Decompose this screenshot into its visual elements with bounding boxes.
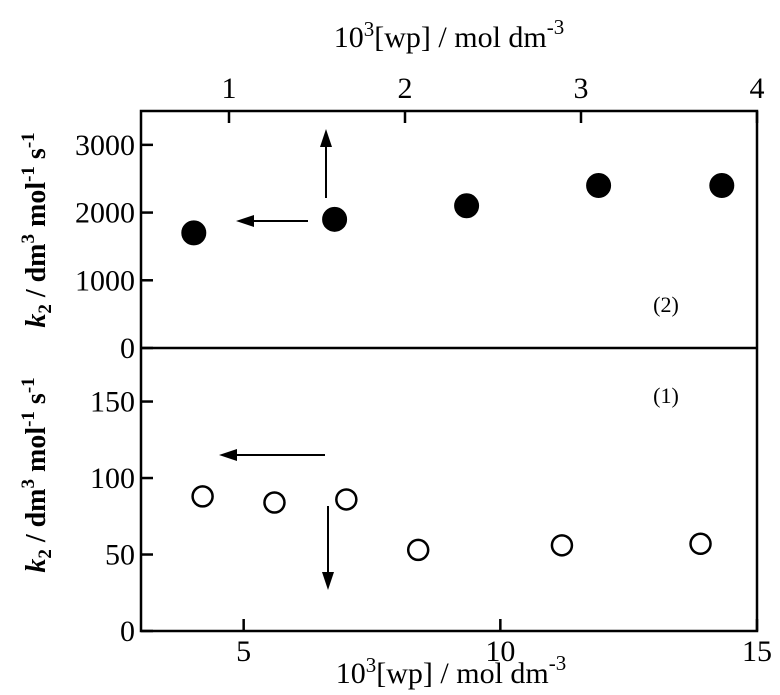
lower-y-tick-label: 0 [120,615,135,648]
upper-x-tick-label: 4 [750,72,765,105]
upper-y-tick-label: 3000 [75,129,135,162]
upper-y-axis-label: k2 / dm3 mol-1 s-1 [18,132,56,327]
upper-data-point [454,193,480,219]
lower-data-point [406,538,430,562]
upper-x-tick-label: 3 [574,72,589,105]
upper-y-tick-label: 0 [120,332,135,365]
upper-data-point [322,206,348,232]
lower-data-point [335,488,358,511]
lower-y-tick-label: 150 [90,386,135,419]
lower-y-tick-label: 100 [90,462,135,495]
lower-panel-annotation: (1) [653,383,679,408]
lower-data-point [263,491,286,514]
lower-y-tick-label: 50 [105,539,135,572]
upper-up-arrow-head [320,129,332,147]
lower-y-axis-label: k2 / dm3 mol-1 s-1 [18,377,56,572]
upper-y-tick-label: 2000 [75,197,135,230]
upper-panel: 1 2 3 4 0 1000 2000 3000 [75,72,765,365]
lower-left-arrow-head [219,449,237,461]
upper-x-tick-label: 2 [398,72,413,105]
upper-panel-annotation: (2) [653,292,679,317]
lower-data-point [689,532,712,556]
lower-down-arrow-head [322,572,334,590]
bottom-x-axis-label: 103[wp] / mol dm-3 [336,651,567,690]
axis-indicator-arrows [219,129,334,590]
upper-data-point [709,172,735,198]
lower-x-tick-label: 5 [236,635,251,668]
upper-y-tick-label: 1000 [75,264,135,297]
lower-x-tick-label: 15 [742,635,772,668]
top-x-axis-label: 103[wp] / mol dm-3 [334,15,565,54]
upper-data-point [181,220,207,246]
plot-frame [139,109,759,633]
lower-data-point [550,534,574,557]
lower-x-tick-label: 10 [485,635,515,668]
upper-left-arrow-head [236,215,254,227]
lower-data-point [191,485,214,508]
upper-data-point [586,172,612,198]
upper-x-tick-label: 1 [222,72,237,105]
